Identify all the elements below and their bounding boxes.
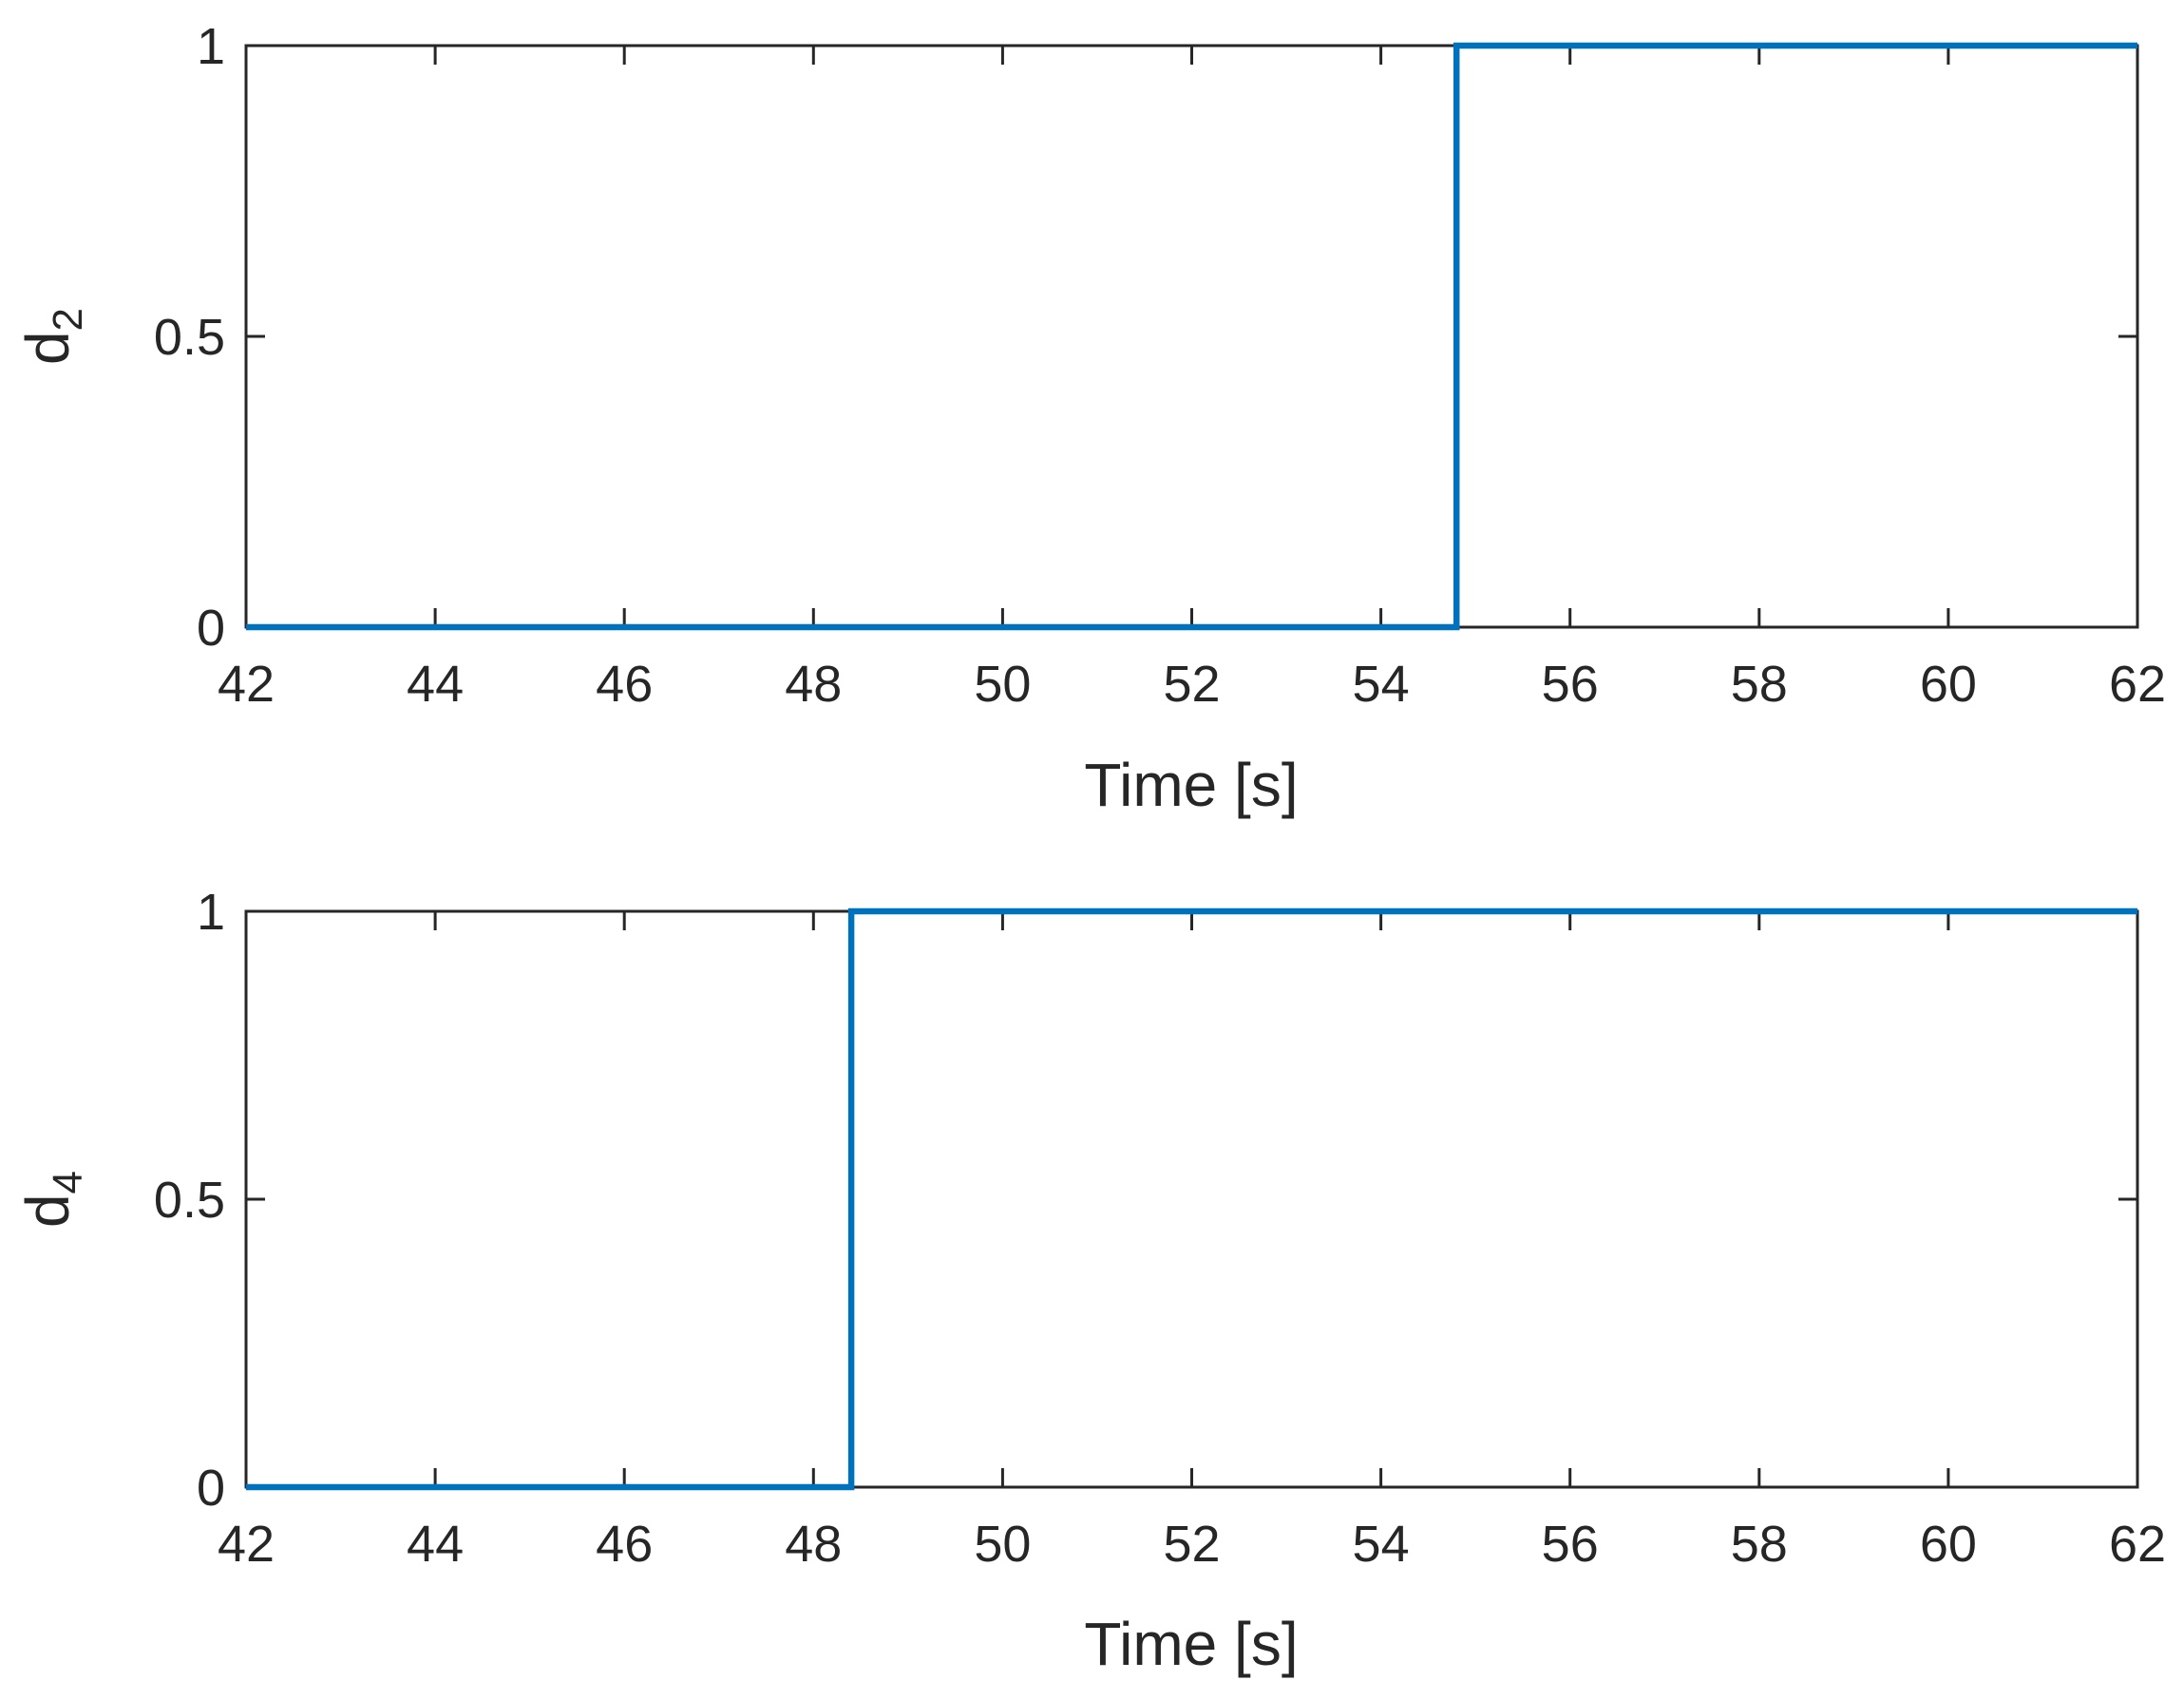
subplot-d4: 42 44 46 48 50 52 54 56 58 60 62 00.51 Time [s] d4 xyxy=(13,884,2166,1678)
x-tick-label-d2-4: 50 xyxy=(974,656,1031,713)
x-tick-label-d4-1: 44 xyxy=(407,1516,464,1573)
x-tick-label-d4-3: 48 xyxy=(785,1516,842,1573)
y-axis-label-d2-subscript: 2 xyxy=(45,308,91,331)
x-tick-label-d4-9: 60 xyxy=(1920,1516,1977,1573)
plot-area-d2 xyxy=(244,44,2139,629)
x-tick-label-d4-5: 52 xyxy=(1163,1516,1220,1573)
x-tick-label-d2-0: 42 xyxy=(218,656,275,713)
x-tick-label-d2-7: 56 xyxy=(1542,656,1599,713)
y-ticks-d4: 00.51 xyxy=(154,884,2137,1517)
y-tick-label-d4-1: 0.5 xyxy=(154,1172,225,1229)
x-tick-label-d4-6: 54 xyxy=(1353,1516,1410,1573)
y-axis-label-d4-subscript: 4 xyxy=(45,1171,91,1194)
y-ticks-d2: 00.51 xyxy=(154,18,2137,657)
series-line-d4 xyxy=(246,907,2137,1491)
x-tick-label-d4-7: 56 xyxy=(1542,1516,1599,1573)
y-axis-label-d2: d2 xyxy=(13,308,91,365)
y-tick-label-d2-0: 0 xyxy=(197,600,225,657)
x-ticks-d4: 42 44 46 48 50 52 54 56 58 60 62 xyxy=(218,911,2166,1573)
y-axis-label-d4-main: d xyxy=(13,1194,82,1228)
subplot-d2: 42 44 46 48 50 52 54 56 58 60 62 00.51 Time [s] d2 xyxy=(13,18,2166,819)
x-tick-label-d2-3: 48 xyxy=(785,656,842,713)
y-tick-label-d2-2: 1 xyxy=(197,18,225,75)
y-tick-label-d4-0: 0 xyxy=(197,1460,225,1517)
x-tick-label-d2-6: 54 xyxy=(1353,656,1410,713)
x-tick-label-d2-5: 52 xyxy=(1163,656,1220,713)
x-tick-label-d4-10: 62 xyxy=(2109,1516,2166,1573)
x-axis-label-d2: Time [s] xyxy=(1084,751,1298,819)
y-tick-label-d4-2: 1 xyxy=(197,884,225,941)
x-tick-label-d2-1: 44 xyxy=(407,656,464,713)
x-tick-label-d4-4: 50 xyxy=(974,1516,1031,1573)
x-tick-label-d2-2: 46 xyxy=(596,656,653,713)
x-tick-label-d4-8: 58 xyxy=(1731,1516,1788,1573)
x-tick-label-d2-8: 58 xyxy=(1731,656,1788,713)
x-tick-label-d2-9: 60 xyxy=(1920,656,1977,713)
x-tick-label-d2-10: 62 xyxy=(2109,656,2166,713)
y-tick-label-d2-1: 0.5 xyxy=(154,309,225,366)
y-axis-label-d2-main: d xyxy=(13,331,82,365)
x-axis-label-d4: Time [s] xyxy=(1084,1610,1298,1678)
x-tick-label-d4-0: 42 xyxy=(218,1516,275,1573)
y-axis-label-d4: d4 xyxy=(13,1171,91,1228)
plot-area-d4 xyxy=(244,909,2139,1489)
x-ticks-d2: 42 44 46 48 50 52 54 56 58 60 62 xyxy=(218,46,2166,713)
series-line-d2 xyxy=(246,42,2137,631)
x-tick-label-d4-2: 46 xyxy=(596,1516,653,1573)
